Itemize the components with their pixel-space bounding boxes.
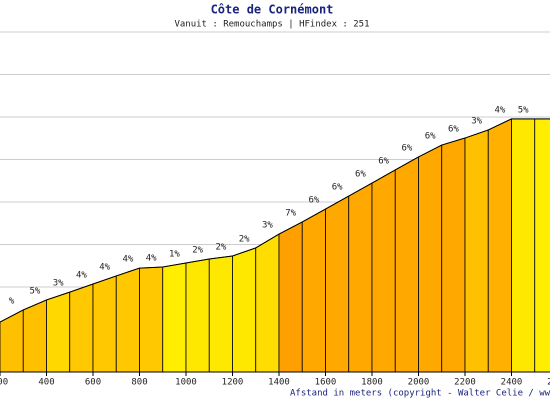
- gradient-label: 5%: [518, 105, 529, 115]
- x-tick-label: 2600: [547, 378, 550, 388]
- gradient-label: 1%: [169, 249, 180, 259]
- x-tick-label: 2200: [454, 378, 476, 388]
- footer: Afstand in meters (copyright - Walter Ce…: [290, 389, 550, 399]
- segment: [208, 255, 233, 373]
- x-tick-label: 2400: [501, 378, 523, 388]
- gradient-label: 4%: [146, 254, 157, 264]
- x-tick-label: 1000: [175, 378, 197, 388]
- segment: [162, 262, 187, 373]
- x-tick-label: 1600: [315, 378, 337, 388]
- segment: [301, 208, 326, 373]
- segment: [185, 258, 210, 373]
- segment: [115, 267, 140, 373]
- segment: [441, 137, 466, 373]
- gradient-label: 4%: [494, 105, 505, 115]
- gradient-label: 6%: [425, 132, 436, 142]
- gradient-label: 4%: [122, 255, 133, 265]
- segment: [0, 309, 24, 373]
- gradient-label: 3%: [262, 221, 273, 231]
- x-tick-label: 1200: [222, 378, 244, 388]
- segment: [22, 299, 47, 373]
- gradient-label: 6%: [355, 170, 366, 180]
- segment: [46, 291, 71, 373]
- segment: [534, 118, 550, 373]
- gradient-label: 5%: [29, 286, 40, 296]
- x-tick-label: 2000: [408, 378, 430, 388]
- gradient-label: 4%: [99, 262, 110, 272]
- x-tick-label: 1800: [361, 378, 383, 388]
- gradient-label: 6%: [332, 183, 343, 193]
- gradient-label: 6%: [308, 196, 319, 206]
- chart-title: Côte de Cornémont: [211, 3, 334, 17]
- x-tick-label: 400: [38, 378, 54, 388]
- segment: [511, 118, 536, 373]
- x-tick-label: 800: [131, 378, 147, 388]
- segment: [394, 156, 419, 373]
- gradient-label: 6%: [401, 143, 412, 153]
- gradient-label: 2%: [215, 242, 226, 252]
- x-tick-label: 600: [85, 378, 101, 388]
- gradient-label: 7%: [285, 208, 296, 218]
- gradient-label: 6%: [378, 156, 389, 166]
- gradient-label: 6%: [448, 125, 459, 135]
- segment: [418, 144, 443, 373]
- x-tick-label: 200: [0, 378, 8, 388]
- gradient-label: 3%: [471, 116, 482, 126]
- gradient-label: 2%: [192, 245, 203, 255]
- profile-line: [0, 118, 550, 323]
- segment: [464, 129, 489, 373]
- segment: [232, 247, 257, 373]
- segment: [255, 233, 280, 373]
- gradient-label: 4%: [76, 271, 87, 281]
- segment: [139, 266, 164, 373]
- segment: [348, 182, 373, 373]
- segment: [69, 283, 94, 373]
- x-tick-label: 1400: [268, 378, 290, 388]
- gradient-label: 3%: [53, 279, 64, 289]
- segment: [325, 195, 350, 373]
- segment: [487, 118, 512, 373]
- segment: [278, 221, 303, 373]
- gradient-label: %: [9, 296, 15, 306]
- segment: [92, 275, 117, 373]
- chart-subtitle: Vanuit : Remouchamps | HFindex : 251: [174, 20, 369, 30]
- gradient-label: 2%: [239, 234, 250, 244]
- segment: [371, 169, 396, 373]
